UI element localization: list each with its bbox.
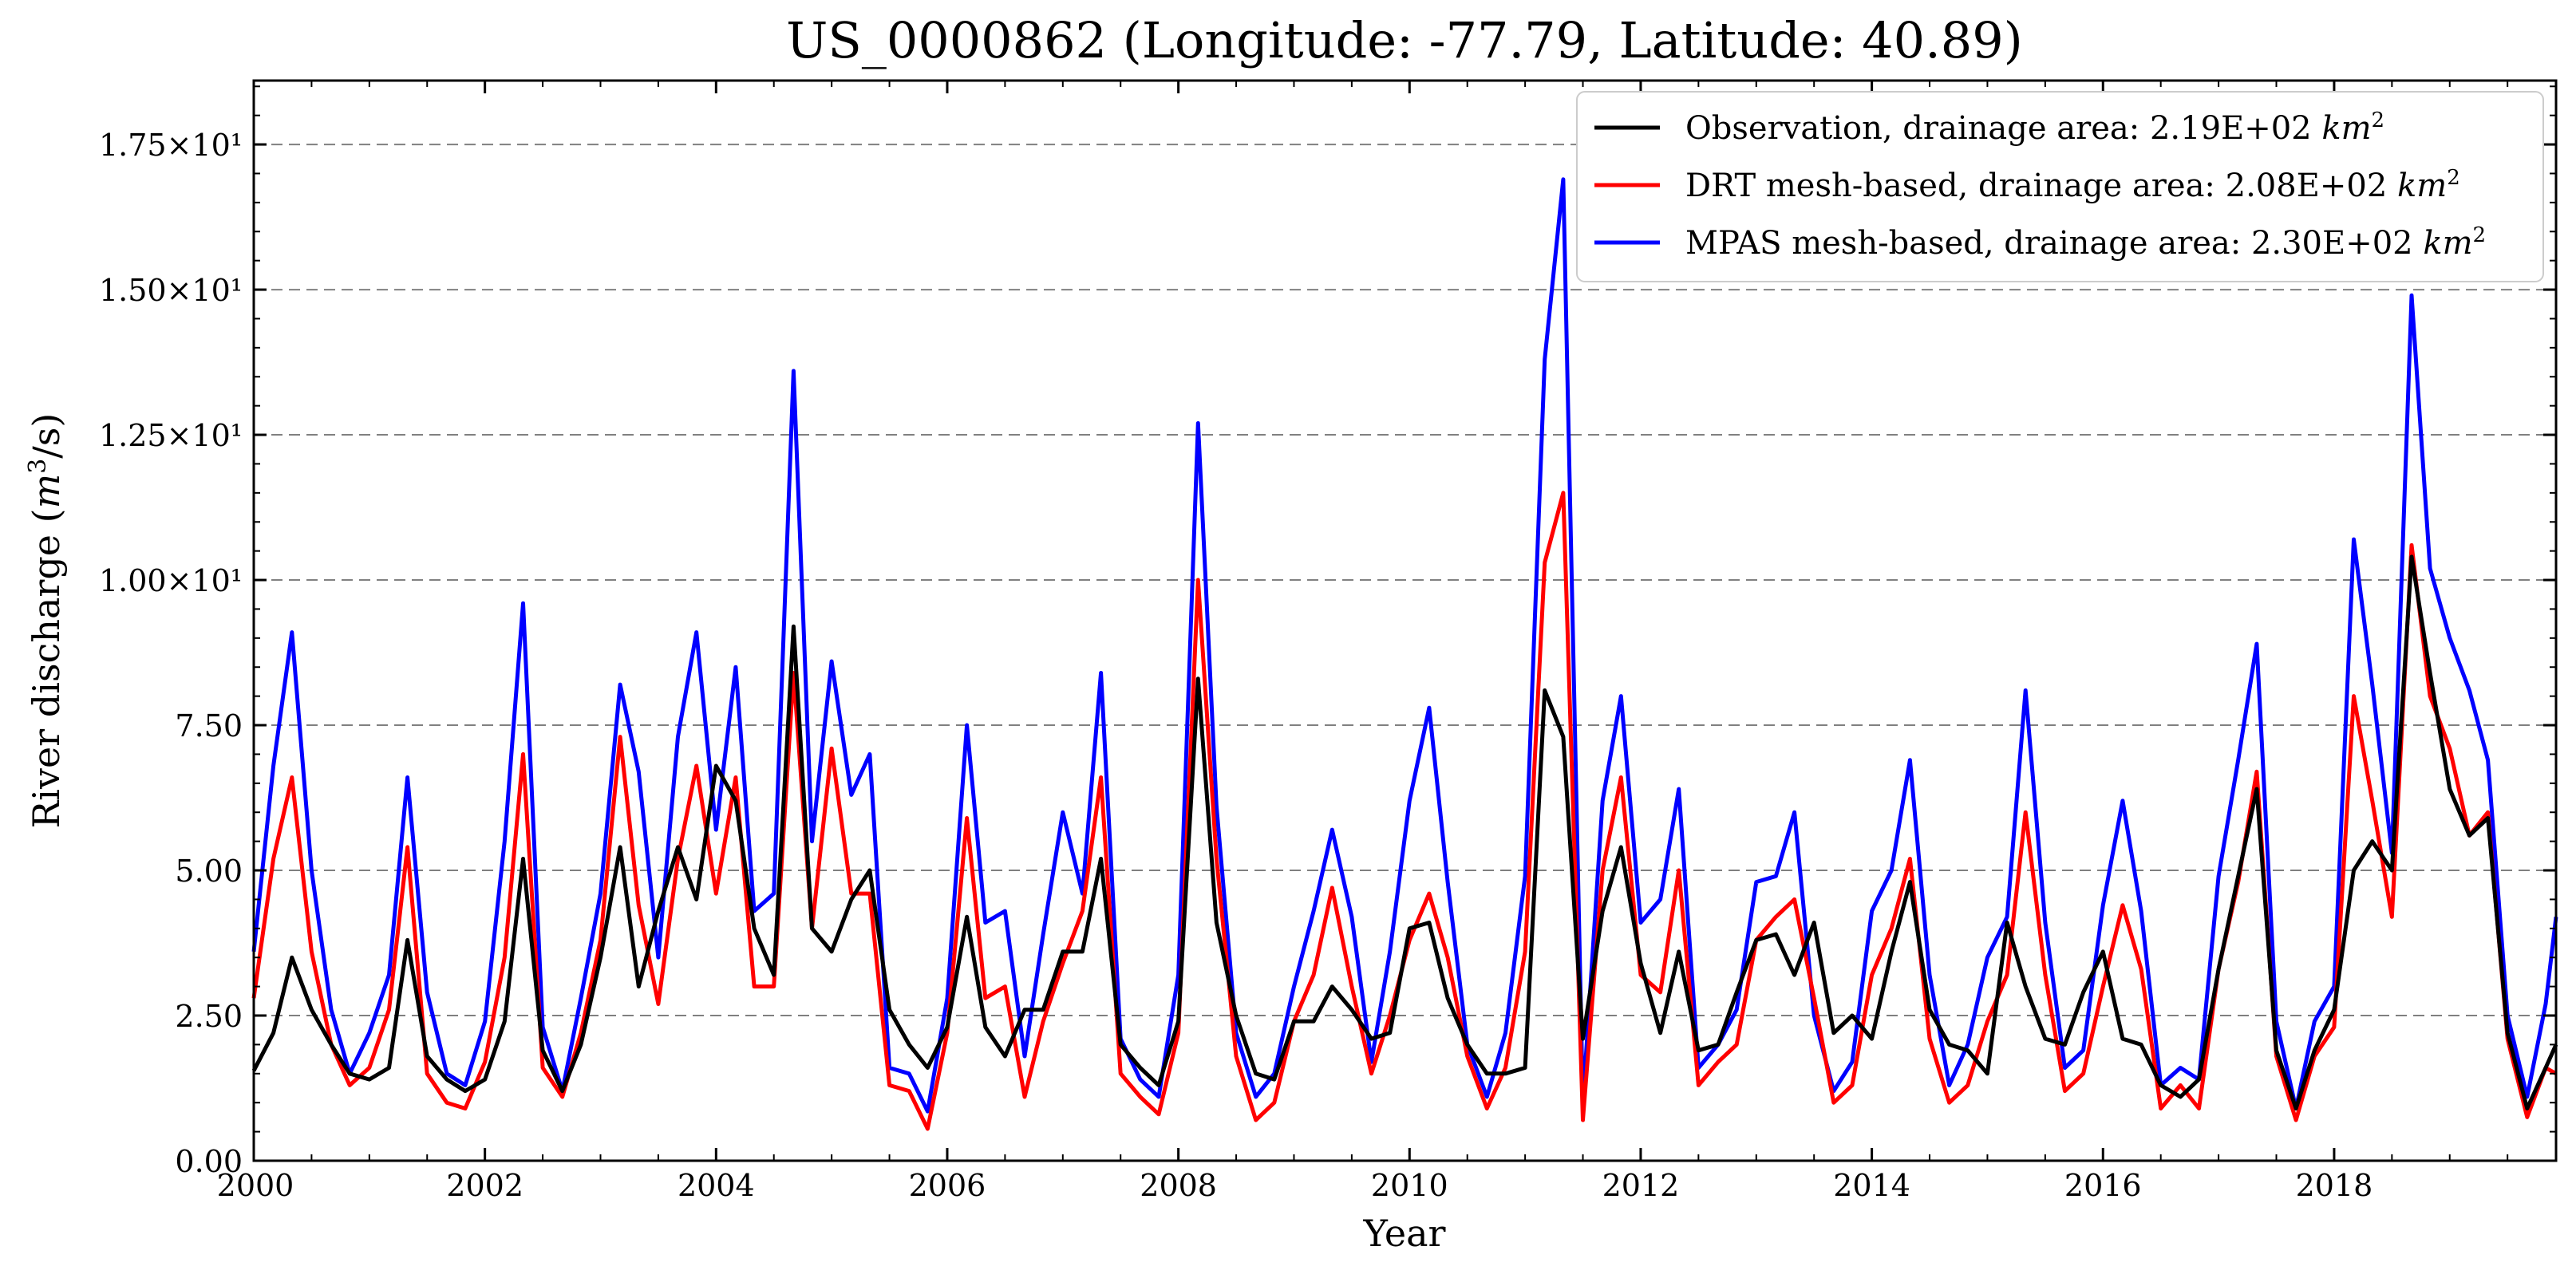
legend-label-mpas: MPAS mesh-based, drainage area: 2.30E+02… <box>1685 223 2486 262</box>
y-tick-label: 0.00 <box>175 1144 243 1179</box>
legend-item-drt: DRT mesh-based, drainage area: 2.08E+02 … <box>1594 166 2460 204</box>
x-axis-label: Year <box>1362 1212 1445 1255</box>
legend-label-drt: DRT mesh-based, drainage area: 2.08E+02 … <box>1685 166 2460 204</box>
y-tick-label: 7.50 <box>175 708 243 744</box>
x-tick-label: 2006 <box>909 1168 986 1203</box>
y-tick-label: 1.00×10¹ <box>99 563 243 598</box>
x-tick-label: 2016 <box>2064 1168 2142 1203</box>
series-lines <box>251 177 2558 1131</box>
y-axis-label: River discharge (m3/s) <box>24 413 69 829</box>
y-tick-label: 5.00 <box>175 854 243 889</box>
series-line-mpas <box>251 177 2558 1114</box>
series-line-observation <box>251 554 2558 1110</box>
legend-label-observation: Observation, drainage area: 2.19E+02 km2 <box>1685 108 2384 147</box>
legend-item-observation: Observation, drainage area: 2.19E+02 km2 <box>1594 108 2384 147</box>
x-tick-label: 2010 <box>1371 1168 1448 1203</box>
legend-box <box>1576 91 2544 282</box>
x-tick-label: 2000 <box>217 1168 294 1203</box>
x-tick-label: 2004 <box>678 1168 755 1203</box>
axis-ticks: 0.00 2.50 5.00 7.50 1.00×10¹ 1.25×10¹ 1.50×10¹… <box>99 81 2556 1203</box>
x-tick-label: 2018 <box>2296 1168 2373 1203</box>
plot-frame <box>252 79 2558 1162</box>
y-tick-label: 2.50 <box>175 999 243 1034</box>
y-tick-label: 1.75×10¹ <box>99 128 243 163</box>
y-tick-label: 1.25×10¹ <box>99 418 243 453</box>
series-line-drt <box>251 491 2558 1131</box>
chart-title: US_0000862 (Longitude: -77.79, Latitude:… <box>786 11 2023 69</box>
x-tick-label: 2014 <box>1833 1168 1910 1203</box>
legend-item-mpas: MPAS mesh-based, drainage area: 2.30E+02… <box>1594 223 2486 262</box>
x-tick-label: 2002 <box>446 1168 523 1203</box>
legend: Observation, drainage area: 2.19E+02 km2… <box>1576 91 2544 282</box>
x-tick-label: 2012 <box>1602 1168 1680 1203</box>
y-tick-label: 1.50×10¹ <box>99 273 243 308</box>
x-tick-label: 2008 <box>1140 1168 1217 1203</box>
